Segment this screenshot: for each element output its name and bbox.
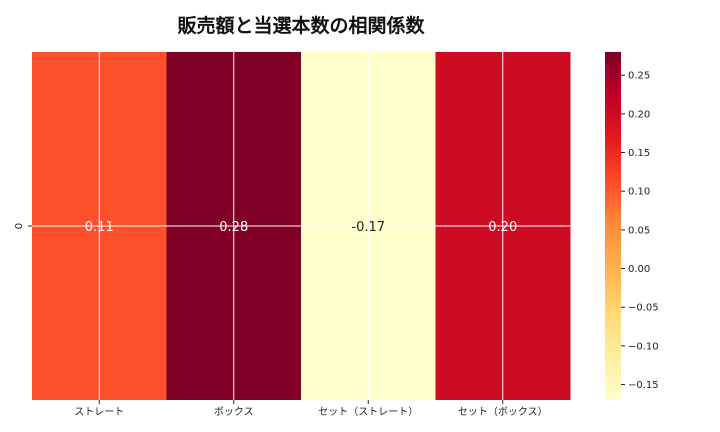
x-tick-label: セット（ストレート） [318,406,418,418]
y-tick-label: 0 [14,223,25,229]
colorbar-tick-label: −0.15 [628,380,659,391]
colorbar-tick-label: 0.20 [628,109,650,120]
x-tick-label: ボックス [214,406,254,418]
chart-title: 販売額と当選本数の相関係数 [177,14,425,37]
cell-value-label: 0.11 [85,220,114,235]
colorbar-tick-label: −0.10 [628,341,659,352]
colorbar-tick-label: 0.10 [628,187,650,198]
cell-value-label: 0.20 [488,220,517,235]
colorbar-tick-label: 0.05 [628,225,650,236]
colorbar-tick-label: 0.25 [628,71,650,82]
cell-value-label: 0.28 [219,220,248,235]
colorbar-tick-label: 0.15 [628,148,650,159]
colorbar [605,52,621,400]
x-tick-label: セット（ボックス） [458,406,548,418]
colorbar-tick-label: −0.05 [628,303,659,314]
cell-value-label: -0.17 [351,220,385,235]
x-tick-label: ストレート [74,407,124,418]
colorbar-tick-label: 0.00 [628,264,650,275]
